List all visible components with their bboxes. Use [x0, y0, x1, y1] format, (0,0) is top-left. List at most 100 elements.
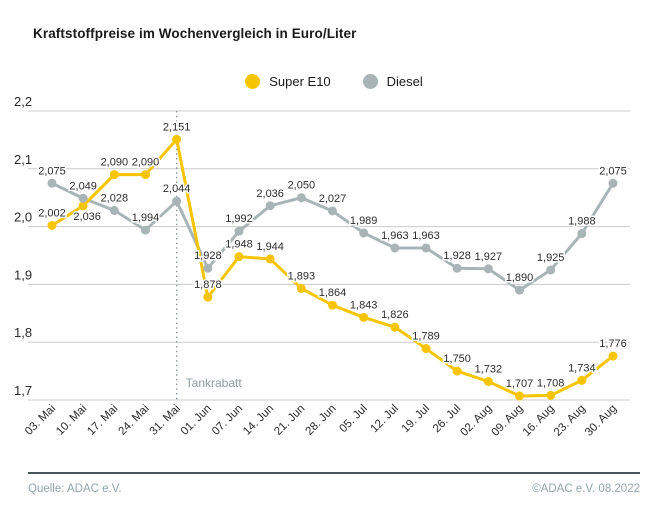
- x-tick-label: 16. Aug: [521, 403, 557, 439]
- diesel-point: [172, 196, 182, 206]
- value-label: 1,963: [412, 230, 440, 242]
- x-tick-label: 02. Aug: [458, 403, 494, 439]
- legend-label-super-e10: Super E10: [269, 74, 331, 89]
- x-tick-label: 23. Aug: [552, 403, 588, 439]
- value-label: 2,049: [69, 180, 97, 192]
- diesel-point: [577, 229, 587, 239]
- y-tick-label: 2,1: [14, 152, 32, 167]
- super-e10-line: [51, 137, 614, 398]
- chart-legend: Super E10 Diesel: [0, 74, 668, 89]
- diesel-legend-dot-icon: [362, 74, 378, 89]
- value-label: 2,090: [132, 157, 160, 169]
- diesel-point: [359, 228, 369, 238]
- y-tick-label: 1,8: [14, 325, 32, 340]
- x-tick-label: 31. Mai: [148, 403, 183, 438]
- super-e10-legend-dot-icon: [245, 74, 261, 89]
- value-label: 1,944: [256, 241, 284, 253]
- footer-source: Quelle: ADAC e.V.: [28, 483, 122, 495]
- legend-label-diesel: Diesel: [386, 74, 423, 89]
- value-label: 1,893: [288, 270, 316, 282]
- super-e10-point: [265, 254, 275, 264]
- value-label: 2,036: [256, 188, 284, 200]
- y-tick-label: 1,7: [14, 383, 32, 398]
- value-label: 1,928: [443, 250, 471, 262]
- x-tick-label: 19. Jul: [400, 403, 432, 435]
- diesel-point: [328, 206, 337, 216]
- x-tick-label: 10. Mai: [54, 403, 89, 438]
- value-label: 1,776: [599, 338, 627, 350]
- value-label: 1,732: [475, 364, 503, 376]
- diesel-point: [296, 193, 306, 203]
- diesel-point: [452, 263, 462, 273]
- diesel-point: [265, 201, 275, 211]
- x-tick-label: 07. Jun: [210, 403, 245, 438]
- x-tick-label: 03. Mai: [23, 403, 58, 438]
- super-e10-point: [390, 322, 400, 332]
- super-e10-point: [546, 390, 556, 400]
- x-tick-label: 30. Aug: [583, 403, 619, 439]
- x-tick-label: 05. Jul: [337, 403, 369, 435]
- value-label: 1,864: [319, 287, 347, 299]
- super-e10-point: [452, 366, 462, 376]
- x-tick-label: 14. Jun: [241, 403, 276, 438]
- value-label: 1,734: [568, 362, 596, 374]
- super-e10-point: [78, 201, 88, 211]
- footer-copyright: ©ADAC e.V. 08.2022: [532, 483, 640, 495]
- value-label: 2,075: [38, 165, 66, 177]
- value-label: 1,988: [568, 216, 596, 228]
- value-label: 1,928: [194, 250, 222, 262]
- x-tick-label: 12. Jul: [369, 403, 401, 435]
- super-e10-point: [577, 375, 587, 385]
- diesel-point: [203, 263, 213, 273]
- x-tick-label: 09. Aug: [490, 403, 526, 439]
- diesel-point: [546, 265, 556, 275]
- chart-title: Kraftstoffpreise im Wochenvergleich in E…: [33, 26, 357, 41]
- diesel-point: [608, 178, 618, 188]
- value-label: 1,989: [350, 215, 378, 227]
- y-tick-label: 2,0: [14, 210, 32, 225]
- super-e10-point: [203, 292, 213, 302]
- diesel-point: [78, 193, 88, 203]
- value-label: 1,925: [537, 252, 565, 264]
- diesel-point: [421, 243, 431, 253]
- value-label: 2,028: [101, 192, 129, 204]
- value-label: 1,994: [132, 212, 160, 224]
- value-label: 2,090: [101, 157, 129, 169]
- diesel-point: [141, 225, 150, 235]
- value-label: 1,708: [537, 377, 565, 389]
- x-tick-label: 01. Jun: [179, 403, 214, 438]
- value-label: 1,789: [412, 331, 440, 343]
- value-label: 2,036: [73, 211, 101, 223]
- value-label: 1,707: [506, 378, 534, 390]
- diesel-point: [515, 285, 524, 295]
- value-label: 2,075: [599, 165, 627, 177]
- diesel-point: [390, 243, 400, 253]
- value-label: 1,878: [194, 279, 222, 291]
- value-label: 1,927: [475, 251, 503, 263]
- super-e10-point: [421, 344, 431, 354]
- super-e10-point: [359, 312, 369, 322]
- super-e10-point: [141, 170, 150, 180]
- value-label: 1,843: [350, 299, 378, 311]
- super-e10-point: [483, 377, 493, 387]
- super-e10-point: [328, 300, 337, 310]
- super-e10-point: [109, 170, 119, 180]
- value-label: 1,992: [225, 213, 253, 225]
- value-label: 1,890: [506, 272, 534, 284]
- footer-divider: [28, 472, 640, 474]
- super-e10-point: [296, 283, 306, 293]
- y-tick-label: 1,9: [14, 267, 32, 282]
- value-label: 2,050: [288, 180, 316, 192]
- super-e10-point: [608, 351, 618, 361]
- super-e10-point: [234, 252, 244, 262]
- y-tick-label: 2,2: [14, 94, 32, 109]
- x-tick-label: 24. Mai: [116, 403, 151, 438]
- value-label: 1,750: [443, 353, 471, 365]
- value-label: 2,027: [319, 193, 347, 205]
- x-tick-label: 17. Mai: [85, 403, 120, 438]
- x-tick-label: 21. Jun: [272, 403, 307, 438]
- tankrabatt-label: Tankrabatt: [186, 376, 243, 390]
- diesel-point: [47, 178, 57, 188]
